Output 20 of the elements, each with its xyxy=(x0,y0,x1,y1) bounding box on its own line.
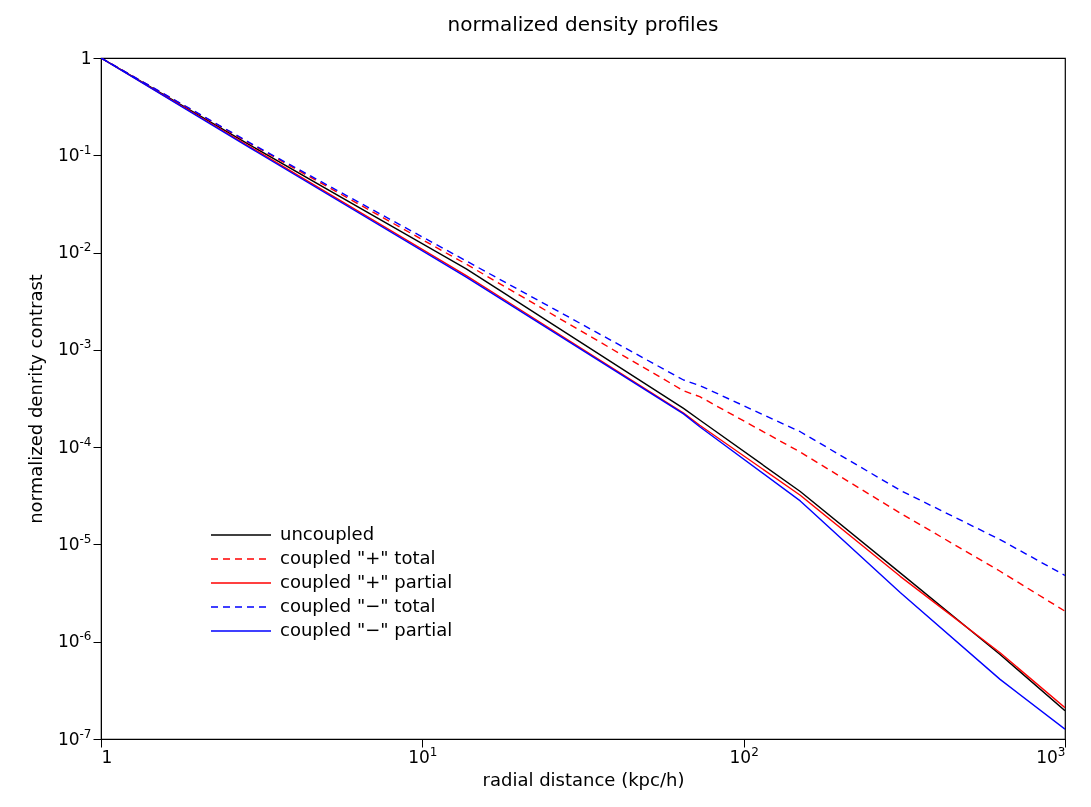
y-tick-label: 1 xyxy=(80,47,92,68)
y-tick-label: 10$^{-5}$ xyxy=(57,531,92,554)
legend-label: coupled "−" partial xyxy=(280,619,453,640)
chart-title: normalized density profiles xyxy=(447,12,719,36)
x-tick-label: 10$^{1}$ xyxy=(408,744,438,767)
legend-label: coupled "+" total xyxy=(280,547,436,568)
y-tick-label: 10$^{-1}$ xyxy=(57,142,92,165)
legend-label: coupled "+" partial xyxy=(280,571,453,592)
x-axis-title: radial distance (kpc/h) xyxy=(482,768,685,790)
y-tick-label: 10$^{-3}$ xyxy=(57,337,92,360)
y-axis-title: normalized denrity contrast xyxy=(25,274,47,524)
y-tick-label: 10$^{-7}$ xyxy=(57,726,92,749)
x-tick-label: 10$^{3}$ xyxy=(1036,744,1066,767)
y-tick-label: 10$^{-6}$ xyxy=(57,629,92,652)
y-tick-label: 10$^{-4}$ xyxy=(57,434,92,457)
legend-label: uncoupled xyxy=(280,523,375,544)
x-tick-label: 10$^{2}$ xyxy=(729,744,759,767)
legend-label: coupled "−" total xyxy=(280,595,436,616)
y-tick-label: 10$^{-2}$ xyxy=(57,240,92,263)
x-tick-label: 1 xyxy=(101,746,113,767)
